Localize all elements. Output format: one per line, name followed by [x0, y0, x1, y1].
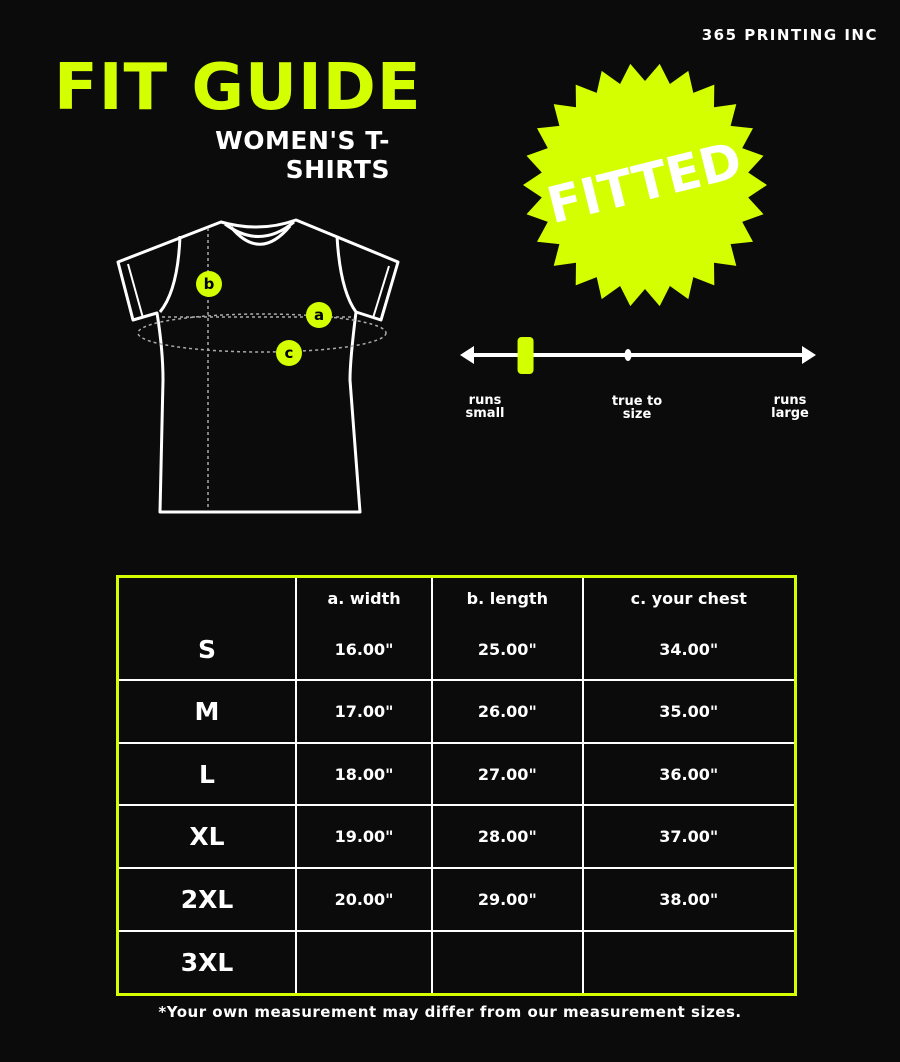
size-label: S	[117, 619, 297, 682]
footnote: *Your own measurement may differ from ou…	[158, 1003, 742, 1021]
marker-c: c	[285, 344, 294, 362]
marker-b: b	[204, 275, 215, 293]
measurement-cell: 27.00"	[431, 741, 584, 807]
page-title: FIT GUIDE	[54, 51, 422, 125]
measurement-cell: 35.00"	[581, 679, 796, 744]
arrow-right-icon	[802, 346, 816, 364]
measurement-markers: b a c	[196, 271, 332, 366]
arrow-left-icon	[460, 346, 474, 364]
header-cell: a. width	[294, 576, 434, 620]
measurement-cell: 38.00"	[581, 867, 796, 932]
table-row: S 16.00" 25.00" 34.00"	[117, 619, 796, 682]
measurement-cell: 19.00"	[294, 804, 434, 870]
fit-scale	[460, 337, 816, 374]
size-label: 3XL	[117, 929, 297, 995]
measurement-cell: 20.00"	[294, 867, 434, 932]
label-runs-small: runs small	[465, 393, 505, 421]
label-true-to-size: true to size	[611, 394, 663, 422]
measurement-cell: 29.00"	[431, 867, 584, 932]
measurement-cell	[581, 929, 796, 995]
table-row: 2XL 20.00" 29.00" 38.00"	[117, 867, 796, 932]
measurement-cell: 36.00"	[581, 741, 796, 807]
size-label: 2XL	[117, 867, 297, 932]
table-header-row: a. width b. length c. your chest	[117, 576, 796, 620]
fit-level-marker	[517, 337, 534, 374]
table-row: L 18.00" 27.00" 36.00"	[117, 741, 796, 807]
measurement-cell: 16.00"	[294, 619, 434, 682]
measurement-cell: 28.00"	[431, 804, 584, 870]
fitted-badge: FITTED	[523, 63, 767, 307]
measurement-cell	[294, 929, 434, 995]
label-runs-large: runs large	[771, 393, 809, 421]
page-subtitle: WOMEN'S T-SHIRTS	[215, 126, 390, 184]
marker-a: a	[314, 306, 324, 324]
measurement-cell: 26.00"	[431, 679, 584, 744]
measurement-cell: 37.00"	[581, 804, 796, 870]
illustrations: FITTED b a c	[116, 63, 816, 514]
true-to-size-tick	[624, 349, 632, 361]
table-row: 3XL	[117, 929, 796, 995]
header-cell: c. your chest	[581, 576, 796, 620]
header-cell	[117, 576, 297, 620]
size-label: M	[117, 679, 297, 744]
tshirt-diagram	[116, 218, 400, 514]
measurement-cell: 25.00"	[431, 619, 584, 682]
brand-name: 365 PRINTING INC	[701, 26, 878, 44]
measurement-cell: 34.00"	[581, 619, 796, 682]
size-label: L	[117, 741, 297, 807]
measurement-cell	[431, 929, 584, 995]
measurement-cell: 17.00"	[294, 679, 434, 744]
header-cell: b. length	[431, 576, 584, 620]
table-row: XL 19.00" 28.00" 37.00"	[117, 804, 796, 870]
size-label: XL	[117, 804, 297, 870]
size-chart-table: a. width b. length c. your chest S 16.00"…	[116, 575, 797, 996]
measurement-cell: 18.00"	[294, 741, 434, 807]
table-row: M 17.00" 26.00" 35.00"	[117, 679, 796, 744]
